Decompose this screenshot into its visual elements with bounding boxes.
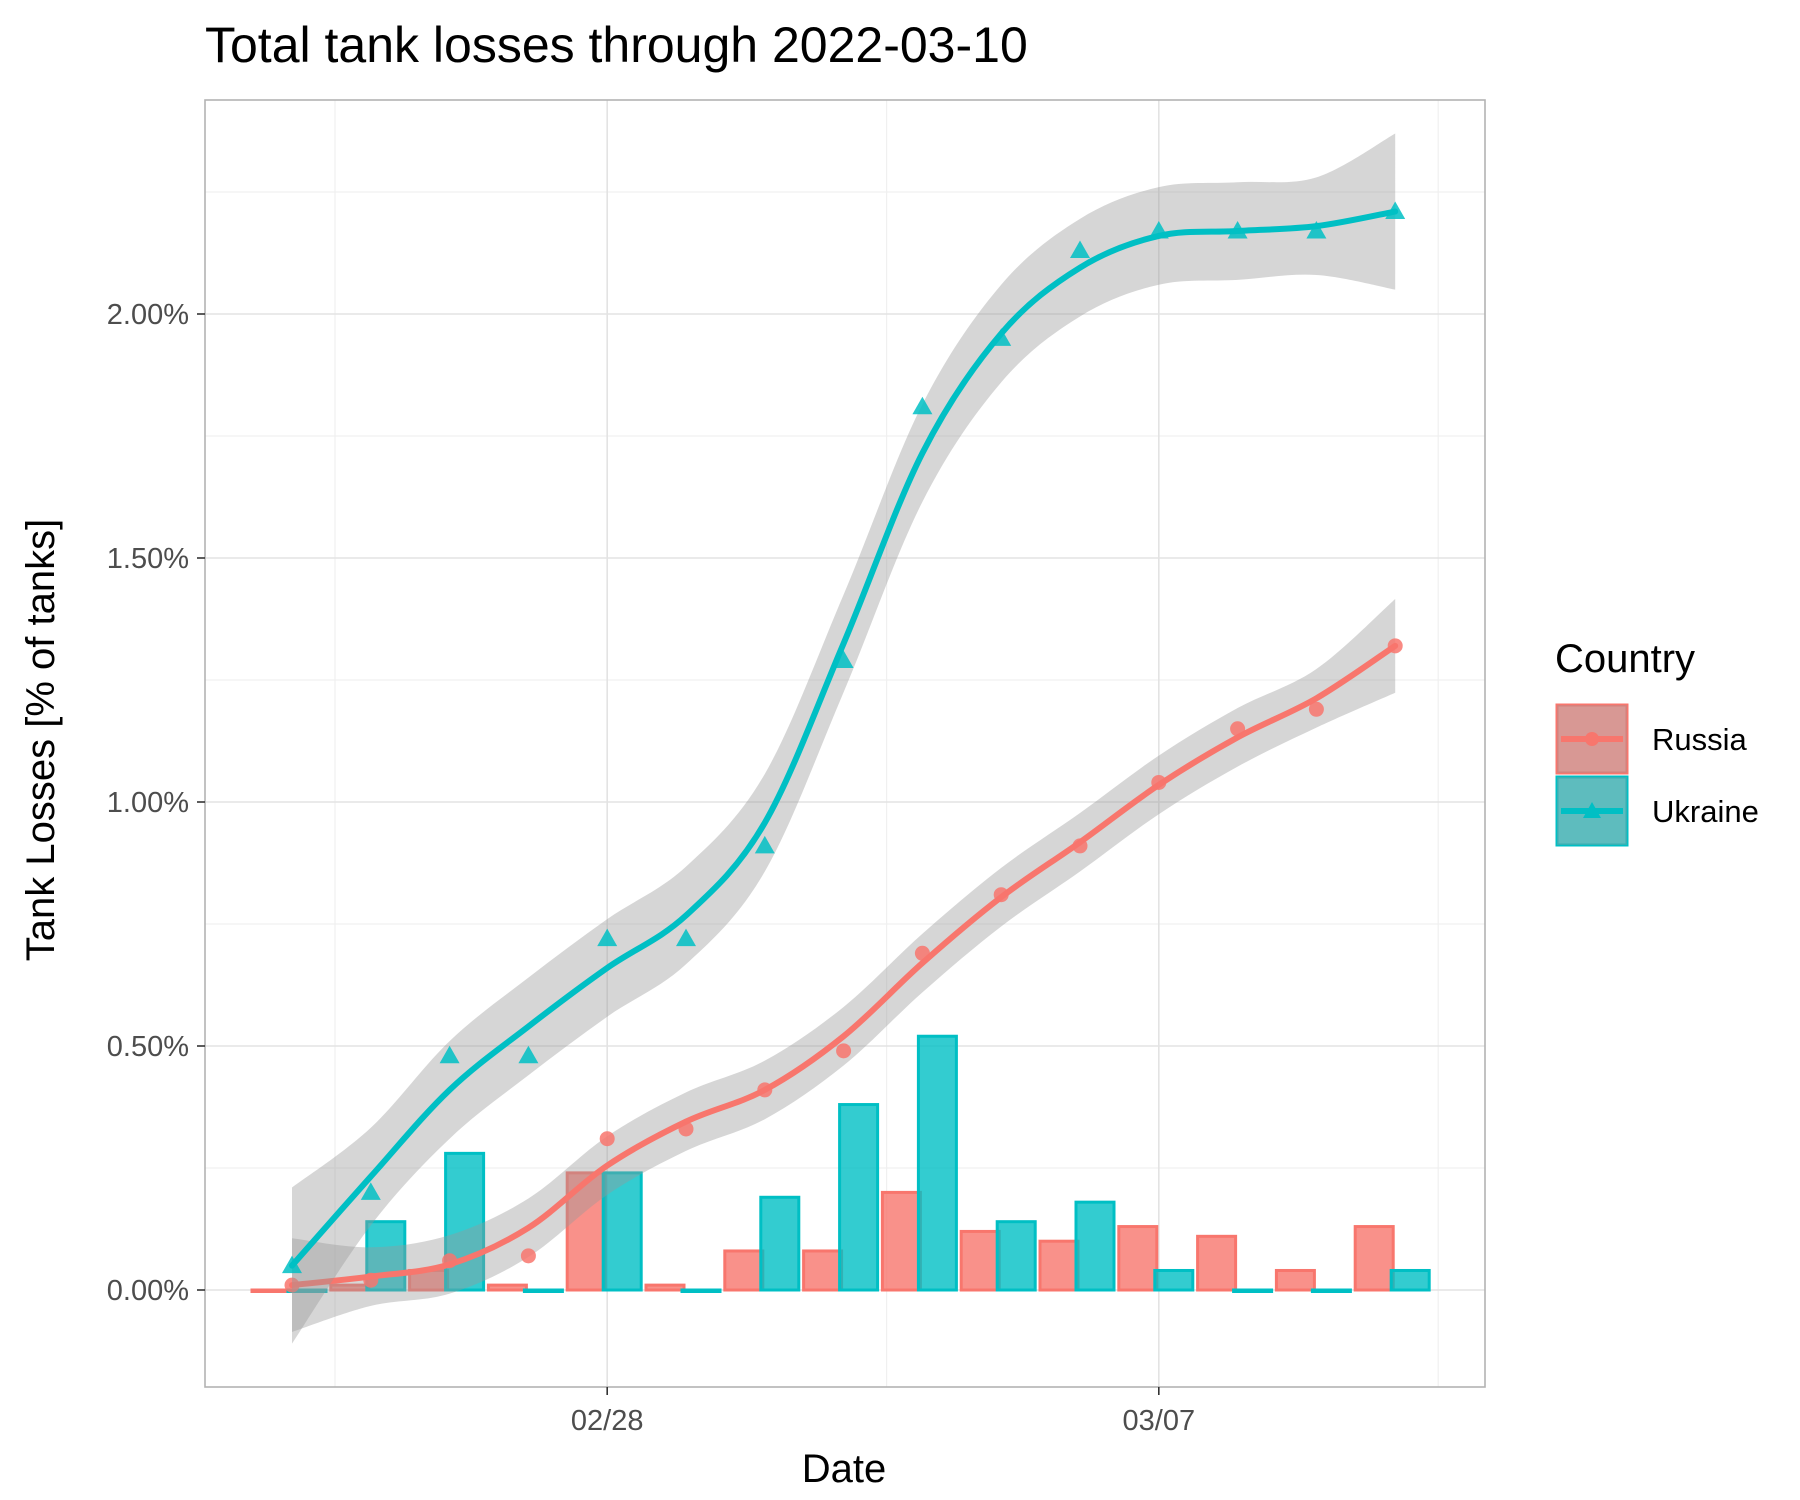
bar-ukraine [995, 1220, 1037, 1292]
bar-ukraine [522, 1288, 564, 1293]
point-ukraine [1148, 221, 1169, 239]
y-tick-label: 1.00% [107, 787, 189, 819]
legend-label-russia: Russia [1652, 722, 1748, 757]
bar-ukraine [1389, 1268, 1431, 1292]
legend-key-marker [1583, 802, 1601, 818]
bar-ukraine [1074, 1200, 1116, 1292]
x-tick-label: 03/07 [1123, 1405, 1196, 1437]
bar-russia [1274, 1268, 1316, 1292]
panel-border [204, 99, 1486, 1388]
point-ukraine [1227, 221, 1248, 239]
point-russia [363, 1272, 379, 1288]
point-russia [520, 1248, 536, 1264]
point-ukraine [912, 396, 933, 415]
point-ukraine [282, 1255, 302, 1274]
point-ukraine [1070, 240, 1090, 259]
point-ukraine [1385, 201, 1406, 220]
bar-ukraine [680, 1288, 722, 1293]
point-russia [1387, 638, 1403, 654]
legend-label-ukraine: Ukraine [1652, 794, 1759, 829]
y-tick-label: 2.00% [107, 299, 189, 331]
point-ukraine [597, 928, 618, 947]
trend-line-russia [289, 642, 1399, 1289]
legend: Country Russia Ukraine [1555, 637, 1759, 847]
point-ukraine [991, 328, 1012, 346]
point-ukraine [518, 1045, 539, 1064]
point-russia [599, 1131, 615, 1147]
bar-ukraine [838, 1103, 880, 1292]
point-ukraine [439, 1045, 460, 1064]
bar-russia [802, 1249, 844, 1292]
point-ukraine [360, 1182, 381, 1200]
chart-title: Total tank losses through 2022-03-10 [205, 17, 1028, 73]
bar-russia [1117, 1225, 1159, 1292]
bar-russia [250, 1288, 292, 1293]
point-russia [284, 1277, 300, 1293]
point-ukraine [676, 928, 696, 947]
bar-russia [1353, 1225, 1395, 1292]
point-ukraine [833, 650, 854, 668]
point-russia [757, 1082, 773, 1098]
point-russia [442, 1253, 458, 1269]
bar-russia [1038, 1239, 1080, 1292]
bar-russia [723, 1249, 765, 1292]
bar-russia [644, 1283, 686, 1292]
bar-russia [1196, 1234, 1238, 1292]
x-tick-label: 02/28 [571, 1405, 644, 1437]
confidence-band-ukraine [292, 133, 1396, 1344]
bar-russia [959, 1229, 1001, 1292]
bar-ukraine [601, 1171, 643, 1292]
point-russia [1308, 701, 1324, 717]
y-tick-label: 1.50% [107, 543, 189, 575]
confidence-band-russia [292, 598, 1396, 1332]
legend-title: Country [1555, 637, 1695, 681]
bar-ukraine [759, 1195, 801, 1292]
point-russia [914, 945, 930, 961]
bar-russia [880, 1190, 922, 1292]
point-ukraine [1306, 221, 1327, 239]
plot-panel [204, 99, 1486, 1388]
point-russia [1072, 838, 1088, 854]
y-axis-title: Tank Losses [% of tanks] [19, 519, 63, 961]
x-axis-title: Date [802, 1447, 887, 1491]
legend-key-marker [1585, 732, 1599, 746]
point-russia [993, 887, 1009, 903]
point-russia [836, 1043, 852, 1059]
bar-ukraine [916, 1034, 958, 1292]
point-russia [678, 1121, 694, 1137]
bar-russia [486, 1283, 528, 1292]
trend-line-ukraine [289, 208, 1399, 1269]
bar-ukraine [1310, 1288, 1352, 1293]
point-russia [1230, 721, 1246, 737]
bar-ukraine [1232, 1288, 1274, 1293]
point-russia [1151, 774, 1167, 790]
y-tick-label: 0.50% [107, 1031, 189, 1063]
bar-ukraine [1153, 1268, 1195, 1292]
y-tick-label: 0.00% [107, 1275, 189, 1307]
point-ukraine [754, 835, 775, 854]
